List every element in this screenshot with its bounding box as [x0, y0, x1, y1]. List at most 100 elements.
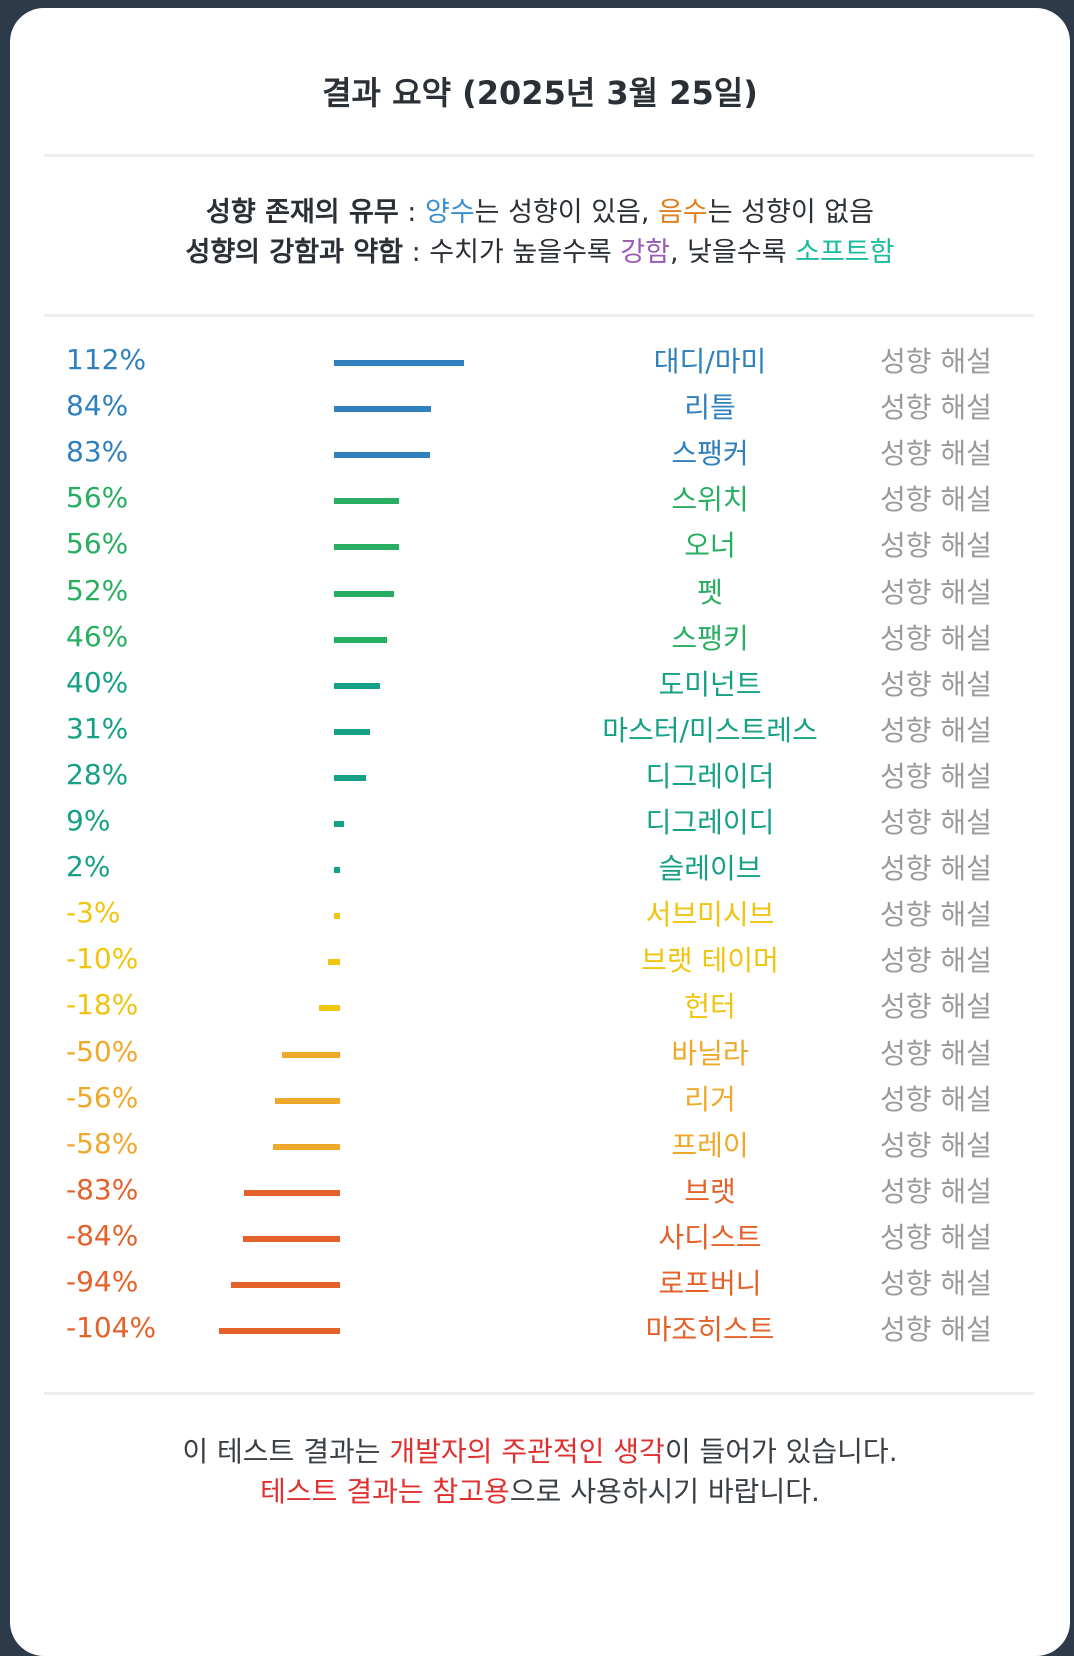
trait-explanation-link[interactable]: 성향 해설: [880, 944, 992, 978]
footer-text: 이 들어가 있습니다.: [664, 1435, 898, 1468]
result-row: 83% 스팽커 성향 해설: [10, 432, 1070, 480]
result-name-link[interactable]: 바닐라: [671, 1036, 749, 1070]
legend-line-2: 성향의 강함과 약함 : 수치가 높을수록 강함, 낮을수록 소프트함: [10, 230, 1070, 269]
result-percent: 56%: [66, 527, 129, 561]
result-card: 결과 요약 (2025년 3월 25일) 성향 존재의 유무 : 양수는 성향이…: [10, 8, 1070, 1656]
trait-explanation-link[interactable]: 성향 해설: [880, 898, 992, 932]
result-row: -104% 마조히스트 성향 해설: [10, 1308, 1070, 1356]
trait-explanation-link[interactable]: 성향 해설: [880, 1267, 992, 1300]
result-percent: 28%: [66, 757, 129, 791]
result-row: -50% 바닐라 성향 해설: [10, 1032, 1070, 1080]
result-row: 2% 슬레이브 성향 해설: [10, 847, 1070, 895]
trait-explanation-link[interactable]: 성향 해설: [880, 621, 992, 655]
footer-text: 이 테스트 결과는: [182, 1435, 390, 1468]
trait-explanation-link[interactable]: 성향 해설: [880, 990, 992, 1024]
trait-explanation-link[interactable]: 성향 해설: [880, 806, 992, 839]
result-bar: [334, 498, 399, 505]
result-bar: [334, 590, 395, 597]
legend-label-existence: 성향 존재의 유무: [206, 197, 399, 228]
result-bar: [334, 452, 431, 459]
result-percent: 56%: [66, 481, 129, 515]
result-name-link[interactable]: 디그레이더: [645, 759, 775, 793]
result-bar: [334, 728, 370, 735]
result-percent: -58%: [66, 1126, 139, 1160]
result-percent: -84%: [66, 1218, 139, 1252]
trait-explanation-link[interactable]: 성향 해설: [880, 575, 992, 609]
result-name-link[interactable]: 대디/마미: [653, 345, 767, 378]
result-name-link[interactable]: 펫: [697, 575, 723, 609]
legend-separator: :: [398, 197, 425, 228]
result-name-link[interactable]: 스팽키: [671, 621, 749, 655]
result-bar: [334, 821, 345, 827]
result-percent: 31%: [66, 711, 129, 745]
legend-negative: 음수: [658, 197, 708, 228]
trait-explanation-link[interactable]: 성향 해설: [880, 1082, 992, 1116]
result-name-link[interactable]: 브랫: [684, 1174, 736, 1208]
result-name-link[interactable]: 스위치: [671, 483, 749, 517]
result-bar: [219, 1328, 340, 1335]
result-row: 112% 대디/마미 성향 해설: [10, 340, 1070, 388]
result-name-link[interactable]: 로프버니: [658, 1267, 762, 1300]
result-row: 52% 펫 성향 해설: [10, 571, 1070, 619]
result-bar: [334, 636, 388, 643]
result-row: -56% 리거 성향 해설: [10, 1078, 1070, 1126]
result-percent: -83%: [66, 1172, 139, 1206]
result-name-link[interactable]: 도미넌트: [658, 667, 762, 701]
result-percent: -10%: [66, 942, 139, 976]
result-percent: 40%: [66, 665, 129, 699]
result-name-link[interactable]: 리틀: [684, 391, 736, 425]
result-bar: [242, 1235, 340, 1242]
result-name-link[interactable]: 오너: [684, 529, 736, 563]
result-bar: [334, 682, 381, 689]
result-bar: [334, 913, 340, 920]
trait-explanation-link[interactable]: 성향 해설: [880, 713, 992, 747]
result-percent: 46%: [66, 619, 129, 653]
trait-explanation-link[interactable]: 성향 해설: [880, 1313, 992, 1347]
legend-strong: 강함: [620, 237, 671, 268]
result-name-link[interactable]: 프레이: [671, 1128, 749, 1162]
result-name-link[interactable]: 사디스트: [658, 1220, 762, 1254]
result-bar: [334, 867, 340, 874]
result-name-link[interactable]: 마스터/미스트레스: [602, 713, 818, 747]
trait-explanation-link[interactable]: 성향 해설: [880, 391, 992, 425]
trait-explanation-link[interactable]: 성향 해설: [880, 1174, 992, 1208]
legend-label-strength: 성향의 강함과 약함: [185, 237, 404, 268]
trait-explanation-link[interactable]: 성향 해설: [880, 437, 992, 471]
result-row: 46% 스팽키 성향 해설: [10, 617, 1070, 665]
trait-explanation-link[interactable]: 성향 해설: [880, 852, 992, 886]
footer-line-1: 이 테스트 결과는 개발자의 주관적인 생각이 들어가 있습니다.: [10, 1430, 1070, 1470]
result-name-link[interactable]: 리거: [684, 1082, 736, 1116]
trait-explanation-link[interactable]: 성향 해설: [880, 759, 992, 793]
result-row: 31% 마스터/미스트레스 성향 해설: [10, 709, 1070, 757]
result-percent: -94%: [66, 1265, 139, 1298]
trait-explanation-link[interactable]: 성향 해설: [880, 345, 992, 378]
result-name-link[interactable]: 슬레이브: [658, 852, 762, 886]
result-name-link[interactable]: 브랫 테이머: [641, 944, 779, 978]
result-percent: -50%: [66, 1034, 139, 1068]
trait-explanation-link[interactable]: 성향 해설: [880, 667, 992, 701]
result-bar: [275, 1097, 340, 1104]
trait-explanation-link[interactable]: 성향 해설: [880, 1036, 992, 1070]
result-percent: -56%: [66, 1080, 139, 1114]
trait-explanation-link[interactable]: 성향 해설: [880, 1128, 992, 1162]
divider-bottom: [44, 1392, 1034, 1395]
legend-soft: 소프트함: [795, 237, 895, 268]
result-bar: [328, 959, 340, 966]
result-name-link[interactable]: 스팽커: [671, 437, 749, 471]
trait-explanation-link[interactable]: 성향 해설: [880, 1220, 992, 1254]
result-name-link[interactable]: 서브미시브: [645, 898, 775, 932]
trait-explanation-link[interactable]: 성향 해설: [880, 529, 992, 563]
result-name-link[interactable]: 디그레이디: [645, 806, 775, 839]
result-row: -83% 브랫 성향 해설: [10, 1170, 1070, 1218]
result-row: -10% 브랫 테이머 성향 해설: [10, 939, 1070, 987]
trait-explanation-link[interactable]: 성향 해설: [880, 483, 992, 517]
result-name-link[interactable]: 헌터: [684, 990, 736, 1024]
result-bar: [319, 1005, 340, 1012]
legend-text: 는 성향이 있음,: [474, 197, 659, 228]
result-name-link[interactable]: 마조히스트: [645, 1313, 775, 1347]
page-title: 결과 요약 (2025년 3월 25일): [322, 74, 758, 112]
result-bar: [243, 1189, 340, 1196]
result-percent: -3%: [66, 896, 121, 930]
result-row: 40% 도미넌트 성향 해설: [10, 663, 1070, 711]
footer-highlight: 테스트 결과는 참고용: [260, 1475, 510, 1508]
